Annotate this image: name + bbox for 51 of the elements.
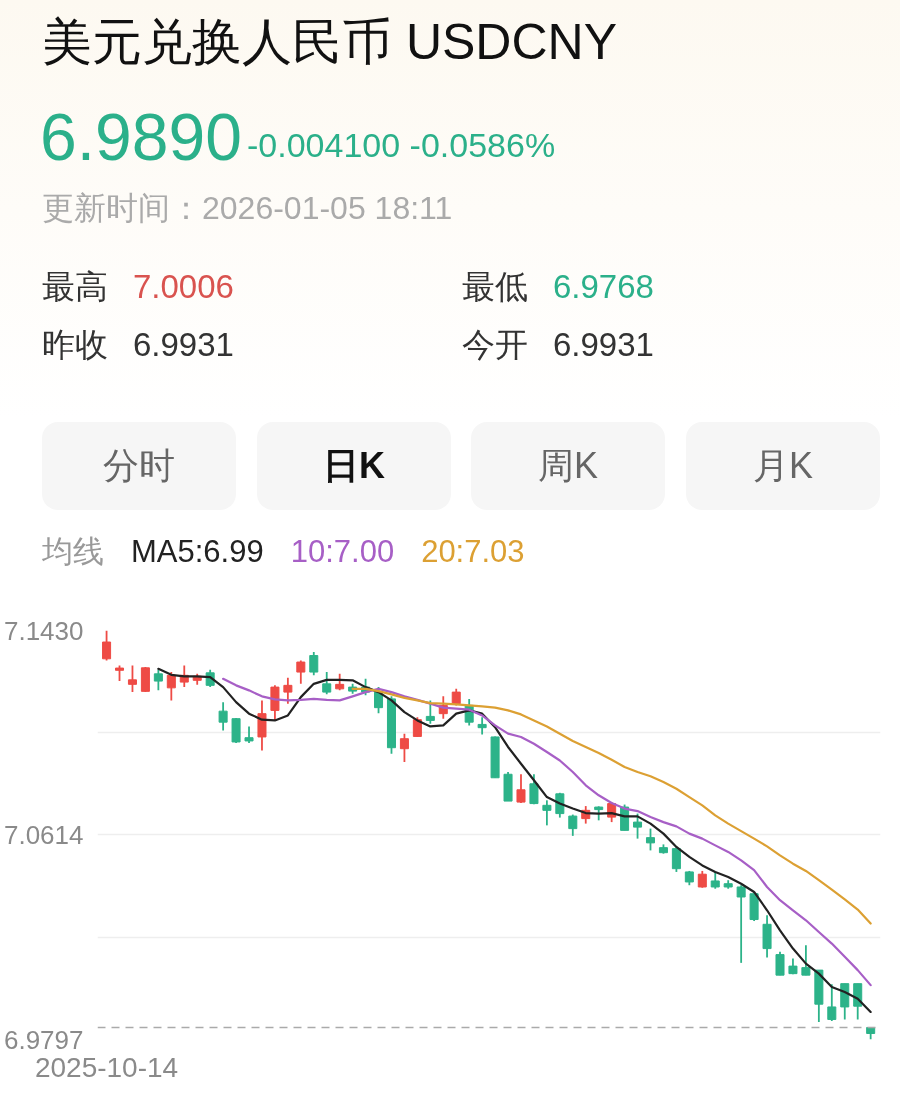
candlestick bbox=[257, 699, 267, 752]
candlestick bbox=[231, 717, 241, 744]
legend-title: 均线 bbox=[42, 534, 104, 570]
candlestick bbox=[127, 664, 137, 694]
y-tick-label: 7.1430 bbox=[3, 615, 84, 646]
text: 昨收 bbox=[42, 326, 108, 364]
text: 最低 bbox=[462, 268, 528, 306]
text: 6.9768 bbox=[553, 268, 654, 306]
text: 更新时间：2026-01-05 18:11 bbox=[42, 190, 453, 227]
candlestick bbox=[736, 884, 746, 964]
candlestick bbox=[102, 630, 112, 662]
candlestick bbox=[840, 982, 850, 1021]
candlestick bbox=[140, 666, 150, 694]
text: 最高 bbox=[42, 268, 108, 306]
candlestick bbox=[322, 671, 332, 696]
text: 7.0006 bbox=[133, 268, 234, 306]
text: 月K bbox=[752, 444, 813, 489]
candlestick bbox=[218, 701, 228, 732]
text: MA5:6.99 bbox=[131, 534, 264, 570]
text: 周K bbox=[537, 444, 598, 489]
text: 今开 bbox=[462, 326, 528, 364]
candlestick bbox=[425, 699, 435, 725]
text: 6.9931 bbox=[553, 326, 654, 364]
candlestick bbox=[399, 732, 409, 763]
candlestick bbox=[283, 676, 293, 705]
candlestick bbox=[645, 827, 656, 852]
candlestick bbox=[516, 773, 526, 804]
candlestick bbox=[542, 799, 552, 827]
candlestick bbox=[671, 846, 681, 873]
chart-title: 美元兑换人民币 USDCNY bbox=[42, 14, 618, 72]
y-tick-label: 7.0614 bbox=[3, 819, 84, 850]
text: 20:7.03 bbox=[421, 534, 525, 570]
candlestick bbox=[633, 812, 643, 840]
candlestick bbox=[412, 716, 422, 738]
text: 日K bbox=[323, 444, 385, 489]
candlestick bbox=[801, 944, 811, 977]
text: 分时 bbox=[103, 444, 175, 489]
line-series bbox=[222, 677, 872, 987]
candlestick bbox=[166, 671, 176, 702]
candlestick bbox=[153, 668, 163, 692]
candlestick bbox=[775, 950, 785, 977]
candlestick bbox=[270, 684, 280, 722]
candlestick bbox=[853, 982, 863, 1021]
candlestick bbox=[309, 651, 319, 677]
text: -0.004100 -0.0586% bbox=[247, 126, 556, 166]
text: 6.9931 bbox=[133, 326, 234, 364]
text: 10:7.00 bbox=[290, 534, 395, 570]
candlestick bbox=[827, 983, 837, 1022]
line-series bbox=[157, 667, 872, 1014]
text: 6.9890 bbox=[40, 100, 242, 176]
candlestick bbox=[529, 773, 539, 806]
